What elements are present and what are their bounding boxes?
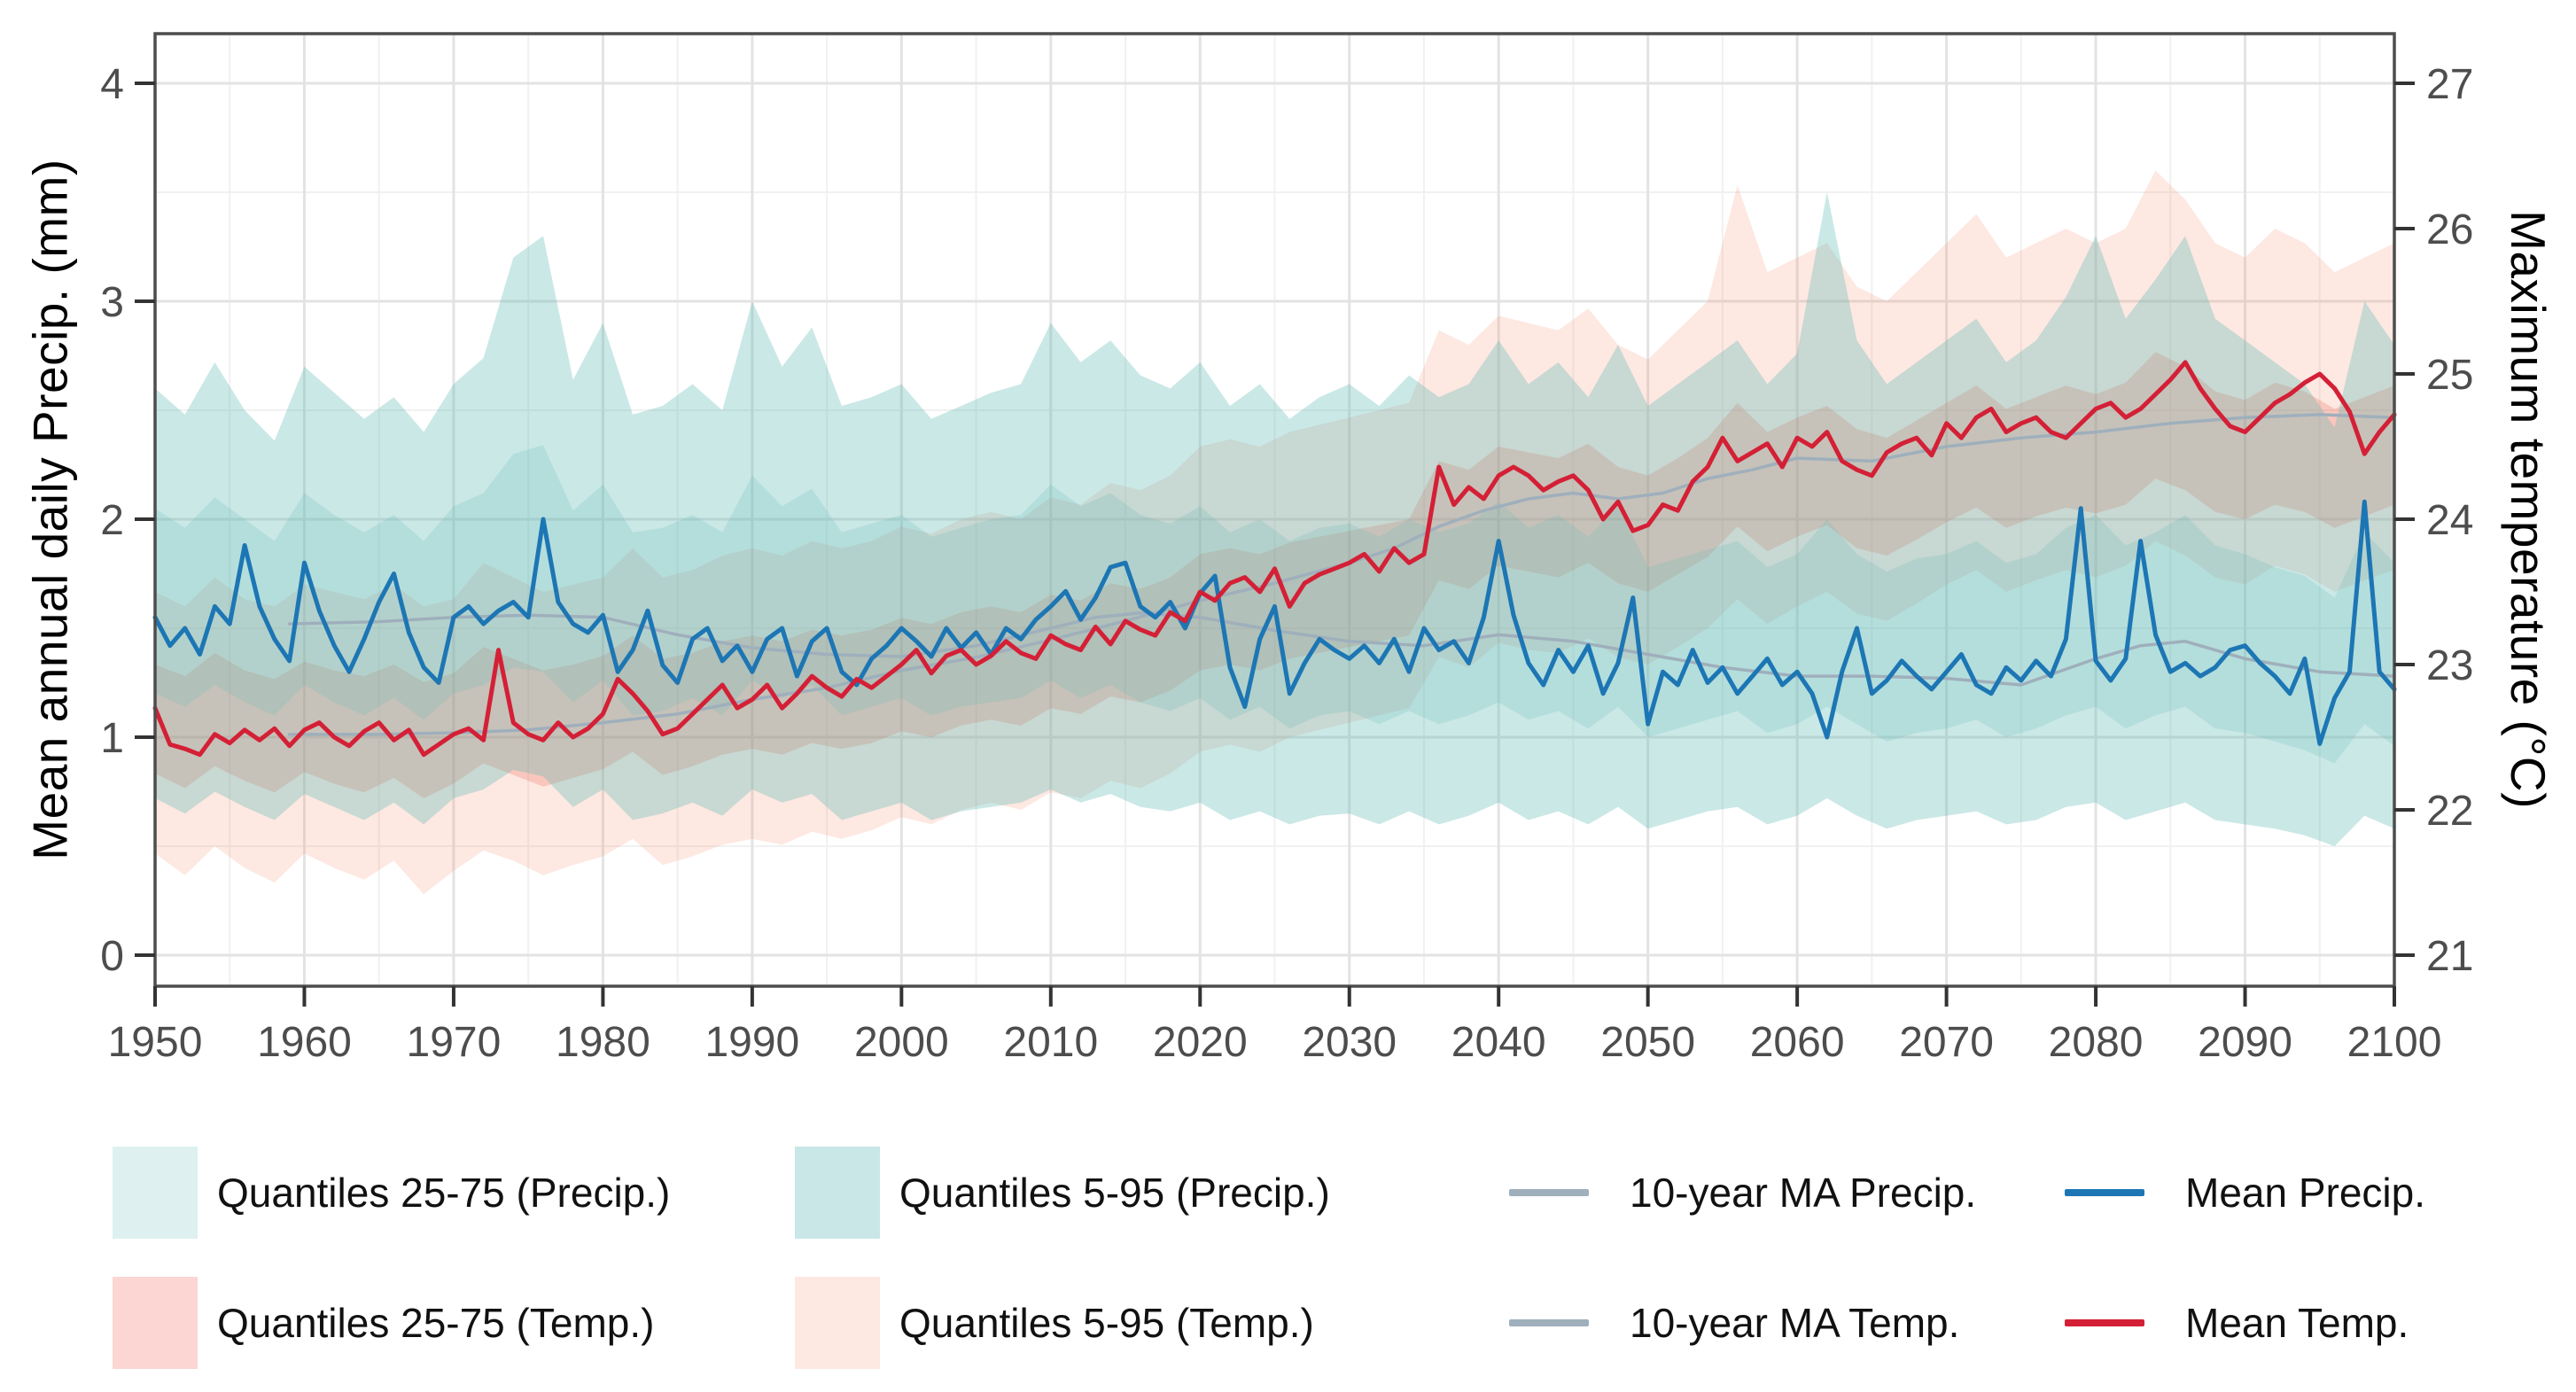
svg-text:3: 3 <box>100 279 124 326</box>
svg-text:1: 1 <box>100 715 124 762</box>
svg-text:2090: 2090 <box>2198 1019 2292 1066</box>
svg-text:26: 26 <box>2426 206 2473 253</box>
svg-text:23: 23 <box>2426 642 2473 689</box>
svg-text:21: 21 <box>2426 933 2473 980</box>
y-axis-title-right-text: Maximum temperature (°C) <box>2501 210 2557 809</box>
svg-text:2010: 2010 <box>1003 1019 1098 1066</box>
svg-text:1950: 1950 <box>108 1019 203 1066</box>
svg-text:2030: 2030 <box>1302 1019 1397 1066</box>
svg-text:2080: 2080 <box>2049 1019 2144 1066</box>
svg-text:4: 4 <box>100 61 124 108</box>
svg-text:2000: 2000 <box>854 1019 949 1066</box>
svg-text:27: 27 <box>2426 61 2473 108</box>
svg-text:2040: 2040 <box>1451 1019 1546 1066</box>
svg-text:2020: 2020 <box>1153 1019 1248 1066</box>
svg-text:1970: 1970 <box>407 1019 502 1066</box>
svg-text:2070: 2070 <box>1899 1019 1994 1066</box>
svg-text:1960: 1960 <box>257 1019 352 1066</box>
svg-text:1990: 1990 <box>704 1019 799 1066</box>
y-axis-title-left-text: Mean annual daily Precip. (mm) <box>23 159 79 860</box>
svg-text:0: 0 <box>100 933 124 980</box>
svg-text:2060: 2060 <box>1750 1019 1845 1066</box>
svg-text:25: 25 <box>2426 352 2473 399</box>
svg-text:24: 24 <box>2426 497 2473 544</box>
svg-text:22: 22 <box>2426 788 2473 835</box>
svg-text:2100: 2100 <box>2347 1019 2442 1066</box>
svg-text:2: 2 <box>100 497 124 544</box>
svg-text:1980: 1980 <box>556 1019 650 1066</box>
svg-text:2050: 2050 <box>1600 1019 1695 1066</box>
